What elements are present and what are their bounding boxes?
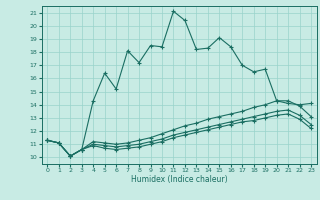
X-axis label: Humidex (Indice chaleur): Humidex (Indice chaleur) xyxy=(131,175,228,184)
